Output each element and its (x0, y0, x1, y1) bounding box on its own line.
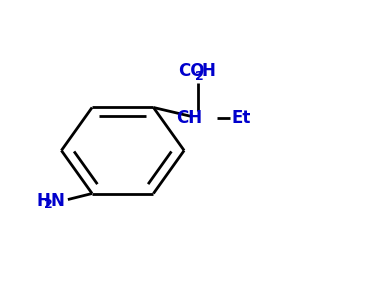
Text: H: H (36, 192, 50, 210)
Text: CO: CO (178, 62, 204, 80)
Text: 2: 2 (45, 198, 53, 211)
Text: Et: Et (231, 109, 251, 127)
Text: CH: CH (176, 109, 202, 127)
Text: H: H (202, 62, 216, 80)
Text: 2: 2 (196, 70, 204, 83)
Text: N: N (51, 192, 64, 210)
